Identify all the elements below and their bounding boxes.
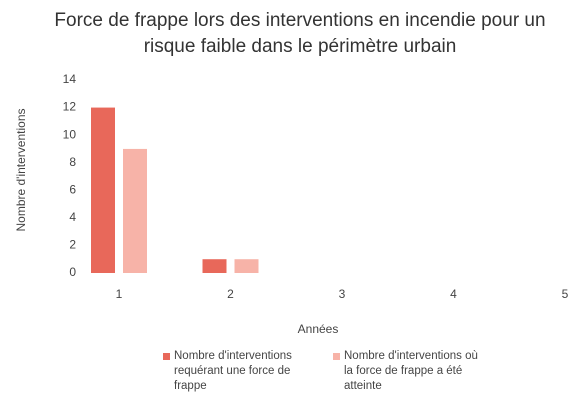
y-tick-label: 12 (63, 100, 77, 114)
y-tick-label: 6 (69, 182, 76, 196)
bar (123, 148, 147, 273)
y-tick-label: 14 (63, 72, 77, 86)
y-tick-label: 0 (69, 265, 76, 279)
x-axis-label: Années (298, 322, 339, 336)
chart-title: Force de frappe lors des interventions e… (54, 10, 546, 57)
bar (91, 107, 115, 273)
legend-swatch (163, 353, 170, 360)
x-tick-label: 3 (339, 287, 346, 301)
legend-label: Nombre d'interventions où la force de fr… (344, 350, 478, 392)
x-tick-label: 5 (562, 287, 569, 301)
y-tick-label: 10 (63, 127, 77, 141)
bar (234, 259, 259, 273)
legend-item: Nombre d'interventions où la force de fr… (333, 349, 479, 394)
legend-label: Nombre d'interventions requérant une for… (174, 350, 292, 392)
y-tick-label: 8 (69, 155, 76, 169)
y-tick-label: 4 (69, 210, 76, 224)
x-tick-label: 1 (116, 287, 123, 301)
bar (202, 259, 227, 273)
x-tick-label: 4 (450, 287, 457, 301)
y-tick-label: 2 (69, 238, 76, 252)
x-tick-label: 2 (227, 287, 234, 301)
legend-item: Nombre d'interventions requérant une for… (163, 349, 314, 394)
legend-swatch (333, 353, 340, 360)
y-axis-label: Nombre d'interventions (14, 108, 28, 231)
